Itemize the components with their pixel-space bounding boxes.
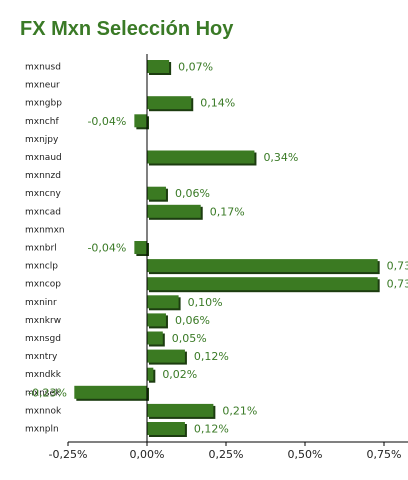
x-tick-label: 0,50%: [288, 448, 323, 461]
category-label: mxncny: [25, 189, 61, 199]
data-label: 0,07%: [178, 61, 213, 74]
data-label: 0,02%: [162, 368, 197, 381]
data-label: 0,73: [387, 278, 408, 291]
category-label: mxnnok: [25, 406, 62, 416]
data-label: 0,17%: [210, 205, 245, 218]
x-tick-label: 0,25%: [209, 448, 244, 461]
bar: [147, 422, 185, 435]
data-label: 0,21%: [222, 404, 257, 417]
category-label: mxnchf: [25, 117, 59, 127]
category-label: mxnbrl: [25, 244, 57, 254]
bar: [134, 241, 147, 254]
category-label: mxnsgd: [25, 334, 61, 344]
data-label: 0,06%: [175, 187, 210, 200]
x-tick-label: -0,25%: [49, 448, 88, 461]
category-label: mxngbp: [25, 99, 62, 109]
data-label: 0,73: [387, 260, 408, 273]
x-tick-label: 0,75%: [367, 448, 402, 461]
data-label: -0,04%: [87, 242, 126, 255]
bar: [74, 385, 147, 399]
bar: [147, 150, 255, 164]
data-label: 0,12%: [194, 350, 229, 363]
category-label: mxnkrw: [25, 316, 61, 326]
category-label: mxnsek: [25, 388, 61, 398]
bar: [147, 403, 214, 417]
chart-title: FX Mxn Selección Hoy: [20, 18, 234, 40]
bar: [147, 313, 166, 327]
data-label: 0,05%: [172, 332, 207, 345]
bar: [147, 259, 378, 273]
category-label: mxnjpy: [25, 135, 59, 145]
bar: [147, 186, 166, 200]
data-label: 0,06%: [175, 314, 210, 327]
category-label: mxnclp: [25, 262, 58, 272]
bar: [147, 295, 179, 309]
bar: [134, 114, 147, 128]
data-label: 0,34%: [263, 151, 298, 164]
data-label: 0,14%: [200, 97, 235, 110]
bar: [147, 96, 192, 110]
category-label: mxnnzd: [25, 171, 61, 181]
category-label: mxncop: [25, 280, 61, 290]
bar: [147, 331, 163, 345]
bar: [147, 277, 378, 291]
data-label: -0,23%: [28, 386, 67, 399]
bar: [147, 60, 170, 73]
category-label: mxnaud: [25, 153, 62, 163]
category-label: mxndkk: [25, 370, 62, 380]
data-label: 0,12%: [194, 423, 229, 436]
category-label: mxnusd: [25, 63, 61, 73]
category-label: mxntry: [25, 352, 58, 362]
bar: [147, 367, 154, 381]
category-label: mxninr: [25, 298, 57, 308]
bar: [147, 349, 185, 363]
category-label: mxneur: [25, 81, 60, 91]
bar: [147, 204, 201, 218]
data-label: -0,04%: [87, 115, 126, 128]
data-label: 0,10%: [188, 296, 223, 309]
x-tick-label: 0,00%: [130, 448, 165, 461]
category-label: mxncad: [25, 207, 61, 217]
category-label: mxnpln: [25, 425, 59, 435]
category-label: mxnmxn: [25, 225, 65, 235]
